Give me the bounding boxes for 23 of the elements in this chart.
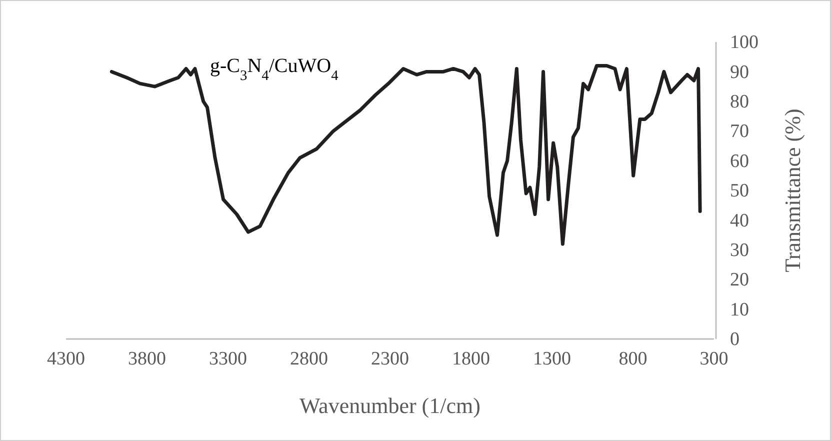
y-tick-label: 90	[730, 62, 749, 83]
x-tick-label: 2800	[290, 348, 328, 370]
x-tick-label: 800	[618, 348, 648, 370]
x-tick-label: 2300	[371, 348, 409, 370]
y-tick-label: 20	[730, 270, 749, 291]
x-tick-label: 3300	[209, 348, 247, 370]
y-tick-label: 0	[730, 329, 740, 350]
x-tick-label: 1800	[452, 348, 490, 370]
y-tick-label: 50	[730, 180, 749, 202]
x-tick-label: 4300	[47, 348, 85, 370]
y-tick-label: 100	[730, 32, 758, 54]
y-tick-label: 60	[730, 150, 749, 172]
x-tick-label: 3800	[128, 348, 166, 370]
x-tick-label: 1300	[533, 348, 571, 370]
y-tick-label: 40	[730, 210, 749, 232]
y-tick-label: 10	[730, 299, 749, 320]
y-tick-label: 80	[730, 91, 749, 112]
series-label: g-C$_{3}$N$_{4}$/CuWO$_{4}$	[210, 55, 338, 84]
y-tick-label: 30	[730, 240, 749, 261]
x-tick-label: 300	[700, 348, 728, 370]
y-tick-label: 70	[730, 121, 749, 142]
y-axis-title: Transmittance (%)	[780, 108, 805, 272]
x-axis-title: Wavenumber (1/cm)	[300, 393, 480, 418]
